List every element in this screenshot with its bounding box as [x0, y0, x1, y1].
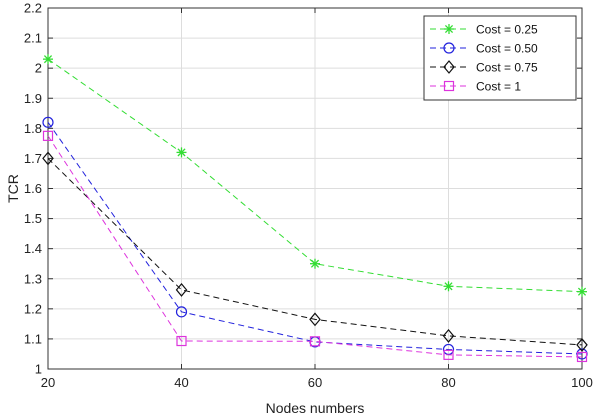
- legend-marker: [444, 24, 454, 34]
- y-tick-label: 1.4: [24, 241, 42, 256]
- data-point: [309, 312, 321, 327]
- y-tick-label: 1.9: [24, 91, 42, 106]
- y-tick-label: 1.2: [24, 301, 42, 316]
- y-tick-label: 1: [35, 362, 42, 377]
- data-point: [176, 147, 187, 158]
- x-tick-label: 40: [174, 375, 188, 390]
- legend-marker: [443, 42, 455, 54]
- y-tick-label: 1.5: [24, 211, 42, 226]
- axis-ticks: 20 40 60 80 100 1 1.1 1.2 1.3 1.4 1.5 1.6 1.7 1.8 1.9 2…: [24, 1, 593, 391]
- legend-marker: [443, 80, 455, 92]
- data-series: [42, 54, 588, 363]
- x-tick-label: 80: [441, 375, 455, 390]
- data-point: [443, 349, 454, 360]
- data-point: [42, 130, 54, 141]
- legend: Cost = 0.25 Cost = 0.50 Cost = 0.75 Cost = …: [423, 15, 577, 101]
- legend-item: Cost = 0.25: [430, 23, 538, 37]
- data-point: [42, 116, 54, 128]
- y-tick-label: 1.6: [24, 181, 42, 196]
- data-point: [176, 335, 187, 347]
- legend-label: Cost = 0.75: [476, 61, 538, 75]
- data-point: [576, 337, 588, 352]
- legend-item: Cost = 0.50: [430, 42, 538, 56]
- grid-lines: [47, 7, 583, 370]
- y-tick-label: 1.7: [24, 151, 42, 166]
- legend-label: Cost = 1: [476, 80, 521, 94]
- y-axis-label: TCR: [5, 174, 21, 203]
- data-point: [309, 336, 321, 347]
- legend-marker: [443, 60, 455, 74]
- series-4: [42, 130, 588, 363]
- series-line: [47, 122, 583, 355]
- x-tick-label: 60: [308, 375, 322, 390]
- x-axis-label: Nodes numbers: [266, 400, 365, 416]
- data-point: [576, 351, 588, 363]
- y-tick-label: 1.3: [24, 271, 42, 286]
- legend-label: Cost = 0.50: [476, 42, 538, 56]
- data-point: [42, 151, 54, 166]
- y-tick-label: 1.8: [24, 121, 42, 136]
- series-line: [47, 135, 583, 358]
- data-point: [310, 258, 320, 269]
- legend-item: Cost = 1: [430, 80, 521, 94]
- data-point: [442, 328, 455, 343]
- data-point: [175, 306, 188, 318]
- y-tick-label: 2.2: [24, 1, 42, 16]
- series-3: [42, 151, 588, 352]
- x-tick-label: 20: [41, 375, 55, 390]
- series-line: [47, 158, 583, 346]
- legend-label: Cost = 0.25: [476, 23, 538, 37]
- y-tick-label: 2: [35, 61, 42, 76]
- legend-item: Cost = 0.75: [430, 60, 538, 75]
- x-tick-label: 100: [571, 375, 593, 390]
- y-tick-label: 2.1: [24, 31, 42, 46]
- data-point: [577, 286, 587, 297]
- data-point: [175, 282, 188, 297]
- data-point: [443, 281, 454, 292]
- series-1: [43, 54, 587, 297]
- y-tick-label: 1.1: [24, 331, 42, 346]
- data-point: [43, 54, 53, 65]
